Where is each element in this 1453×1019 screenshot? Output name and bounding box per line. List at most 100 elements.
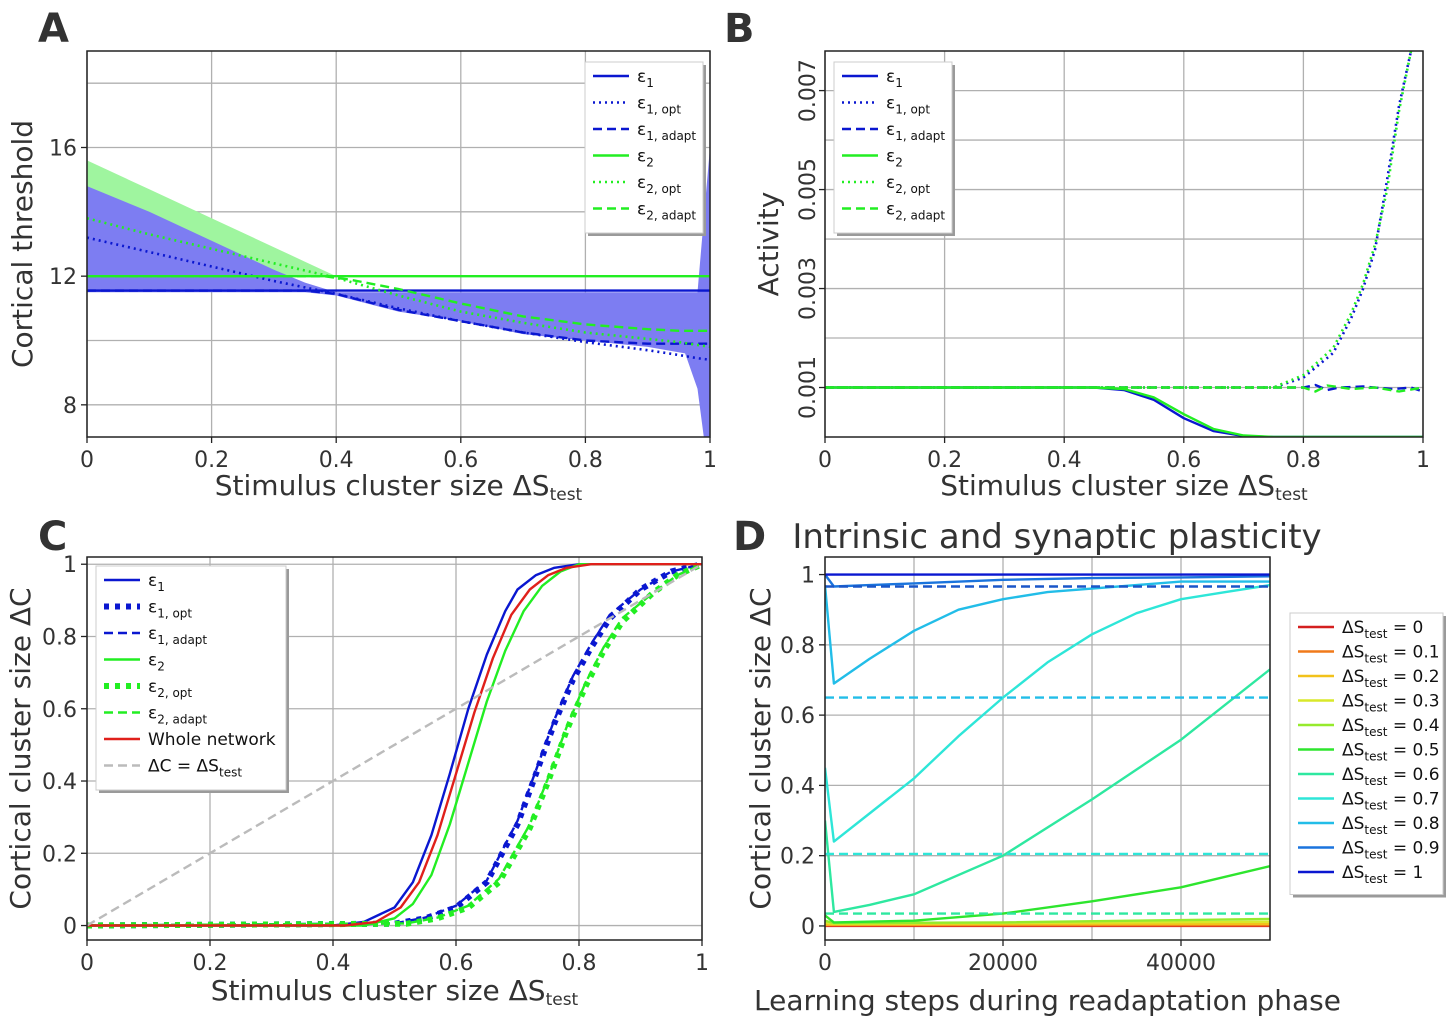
y-tick-label: 12 — [49, 265, 77, 290]
legend-label: ε1 — [148, 571, 165, 594]
y-tick-label: 1 — [63, 553, 77, 578]
series-line — [87, 563, 702, 927]
y-tick-label: 0.005 — [796, 158, 821, 221]
legend-label: ε1 — [637, 67, 654, 90]
x-tick-label: 0.6 — [1166, 448, 1201, 473]
legend-label: ε1, opt — [637, 94, 681, 117]
series-line — [825, 668, 1270, 914]
series-line — [825, 386, 1423, 437]
y-tick-label: 0.6 — [780, 704, 815, 729]
y-tick-label: 0.4 — [42, 770, 77, 795]
x-tick-label: 0 — [818, 448, 832, 473]
x-tick-label: 1 — [703, 448, 717, 473]
legend-label: ε1, adapt — [886, 120, 945, 143]
y-tick-label: 0.007 — [796, 59, 821, 122]
legend-label: ε2, opt — [148, 677, 192, 700]
series-line — [825, 384, 1423, 393]
legend-label: Whole network — [148, 730, 276, 750]
y-axis-title: Cortical cluster size ΔC — [4, 587, 37, 909]
x-tick-label: 0.6 — [439, 951, 474, 976]
legend-label: ΔStest = 0.9 — [1342, 839, 1440, 862]
panel-b: 0 0.2 0.4 0.6 0.8 1 0.001 0.003 0.005 0.007 Stimul… — [724, 6, 1430, 505]
legend-label: ΔStest = 0.2 — [1342, 667, 1440, 690]
plot-area-a — [87, 147, 710, 437]
x-tick-label: 0.4 — [316, 951, 351, 976]
legend-label: ε2, opt — [637, 173, 681, 196]
panel-d: 0 20000 40000 0 0.2 0.4 0.6 0.8 1 Learning steps … — [733, 514, 1446, 1017]
legend-label: ΔStest = 1 — [1342, 863, 1423, 886]
series-line — [825, 386, 1423, 437]
legend-label: ΔC = ΔStest — [148, 757, 242, 780]
chart-title: Intrinsic and synaptic plasticity — [792, 517, 1321, 557]
panel-label: C — [38, 514, 67, 560]
y-tick-label: 0.4 — [780, 774, 815, 799]
y-tick-label: 0.001 — [796, 356, 821, 419]
y-tick-label: 0.8 — [780, 634, 815, 659]
y-tick-label: 1 — [801, 564, 815, 589]
y-tick-label: 0.6 — [42, 698, 77, 723]
legend-label: ΔStest = 0.8 — [1342, 814, 1440, 837]
x-tick-label: 0.6 — [443, 448, 478, 473]
series-line — [87, 275, 710, 332]
x-tick-label: 1 — [695, 951, 709, 976]
legend: ε1 ε1, opt ε1, adapt ε2 ε2, opt ε2, adapt — [584, 61, 706, 236]
legend-label: ε2 — [637, 147, 654, 170]
legend-label: ε2, adapt — [148, 704, 207, 727]
x-tick-label: 0 — [80, 951, 94, 976]
plot-area-c — [87, 561, 702, 929]
x-tick-label: 0.8 — [562, 951, 597, 976]
x-axis-title: Learning steps during readaptation phase — [754, 984, 1341, 1017]
legend-label: ΔStest = 0.5 — [1342, 741, 1440, 764]
series-line — [825, 580, 1270, 685]
x-axis-title: Stimulus cluster size ΔStest — [215, 469, 583, 505]
series-line — [825, 917, 1270, 925]
y-axis-title: Activity — [752, 192, 785, 297]
x-tick-label: 0.4 — [319, 448, 354, 473]
y-axis-title: Cortical cluster size ΔC — [744, 587, 777, 909]
legend-label: ΔStest = 0 — [1342, 618, 1423, 641]
x-tick-label: 0.8 — [568, 448, 603, 473]
x-tick-label: 0.2 — [927, 448, 962, 473]
legend-label: ε2, adapt — [637, 200, 696, 223]
axes-frame — [824, 50, 1424, 438]
x-tick-label: 0.8 — [1286, 448, 1321, 473]
x-axis-title: Stimulus cluster size ΔStest — [211, 974, 579, 1010]
y-tick-label: 8 — [63, 394, 77, 419]
axes-frame — [86, 556, 703, 941]
e1-band — [87, 147, 710, 437]
x-tick-label: 0 — [80, 448, 94, 473]
x-tick-label: 0 — [818, 951, 832, 976]
series-line — [87, 563, 702, 927]
y-axis-title: Cortical threshold — [6, 120, 39, 368]
panel-label: D — [733, 514, 766, 560]
panel-c: 0 0.2 0.4 0.6 0.8 1 0 0.2 0.4 0.6 0.8 1 Stimulus clu… — [4, 514, 709, 1010]
series-line — [825, 583, 1270, 843]
legend-label: ΔStest = 0.7 — [1342, 790, 1440, 813]
panel-label: A — [38, 6, 69, 52]
series-line — [825, 865, 1270, 924]
plot-area-d — [825, 573, 1270, 928]
legend-box — [584, 61, 704, 234]
y-tick-label: 0.003 — [796, 257, 821, 320]
panel-label: B — [724, 6, 755, 52]
series-line — [825, 383, 1423, 393]
y-tick-label: 16 — [49, 137, 77, 162]
legend: ε1 ε1, opt ε1, adapt ε2 ε2, opt ε2, adapt Whol… — [95, 565, 289, 793]
series-line — [87, 236, 710, 362]
legend-label: ε1, opt — [148, 598, 192, 621]
legend-box — [95, 565, 287, 791]
legend-label: ΔStest = 0.4 — [1342, 716, 1440, 739]
series-line — [87, 289, 710, 345]
legend-label: ε1, opt — [886, 94, 930, 117]
legend-label: ε1, adapt — [148, 624, 207, 647]
y-tick-label: 0.2 — [780, 845, 815, 870]
legend-label: ΔStest = 0.1 — [1342, 643, 1440, 666]
legend: ε1 ε1, opt ε1, adapt ε2 ε2, opt ε2, adapt — [833, 61, 955, 236]
axes-frame — [824, 556, 1271, 941]
x-tick-label: 40000 — [1146, 951, 1216, 976]
x-tick-label: 1 — [1416, 448, 1430, 473]
legend-label: ε1, adapt — [637, 120, 696, 143]
y-tick-label: 0.2 — [42, 842, 77, 867]
